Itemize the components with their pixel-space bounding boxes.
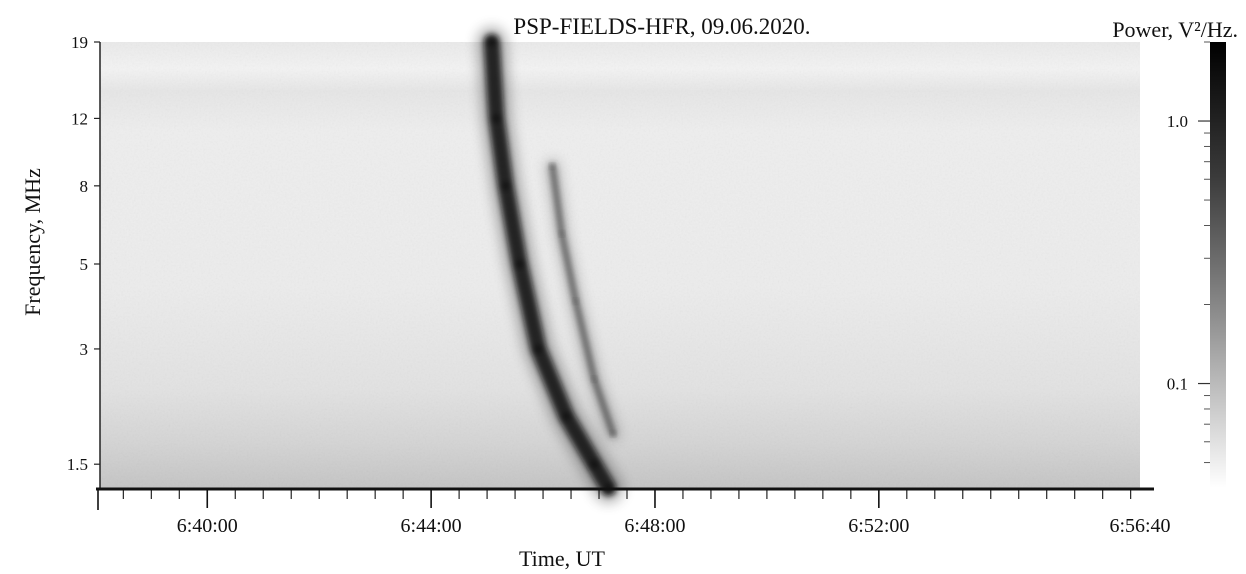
radio-burst-features xyxy=(476,27,624,503)
y-tick-label: 12 xyxy=(71,109,88,128)
burst-point xyxy=(550,164,555,169)
x-tick-label: 6:44:00 xyxy=(401,515,462,537)
burst-point xyxy=(515,259,524,268)
chart-title: PSP-FIELDS-HFR, 09.06.2020. xyxy=(513,14,810,39)
x-tick-label: 6:56:40 xyxy=(1109,515,1170,537)
burst-point xyxy=(590,460,599,469)
colorbar: 1.0 0.1 xyxy=(1167,41,1226,488)
burst-point xyxy=(562,412,571,421)
y-tick-label: 3 xyxy=(80,340,89,359)
y-tick-label: 1.5 xyxy=(67,455,88,474)
x-tick-label: 6:48:00 xyxy=(624,515,685,537)
burst-point xyxy=(611,431,616,436)
burst-point xyxy=(534,344,543,353)
colorbar-ticks: 1.0 0.1 xyxy=(1167,41,1210,464)
burst-point xyxy=(559,231,564,236)
burst-point xyxy=(501,181,510,190)
burst-point xyxy=(573,299,578,304)
colorbar-tick-label: 1.0 xyxy=(1167,112,1188,131)
x-axis-label: Time, UT xyxy=(519,546,606,571)
y-axis: 19 12 8 5 3 1.5 xyxy=(67,33,101,488)
burst-point xyxy=(492,114,501,123)
y-tick-label: 19 xyxy=(71,33,88,52)
spectrogram-noise xyxy=(100,42,1140,488)
spectrogram-plot-area xyxy=(100,27,1140,503)
colorbar-tick-label: 0.1 xyxy=(1167,375,1188,394)
y-tick-label: 5 xyxy=(80,255,89,274)
x-axis: 6:40:00 6:44:00 6:48:00 6:52:00 6:56:40 xyxy=(96,487,1171,537)
y-tick-label: 8 xyxy=(80,177,89,196)
primary-burst-core xyxy=(483,34,617,496)
x-tick-label: 6:52:00 xyxy=(848,515,909,537)
colorbar-label: Power, V²/Hz. xyxy=(1112,17,1238,42)
colorbar-gradient xyxy=(1210,42,1226,488)
y-axis-label: Frequency, MHz xyxy=(20,168,45,316)
x-tick-label: 6:40:00 xyxy=(177,515,238,537)
burst-point xyxy=(487,38,496,46)
burst-point xyxy=(592,377,597,382)
